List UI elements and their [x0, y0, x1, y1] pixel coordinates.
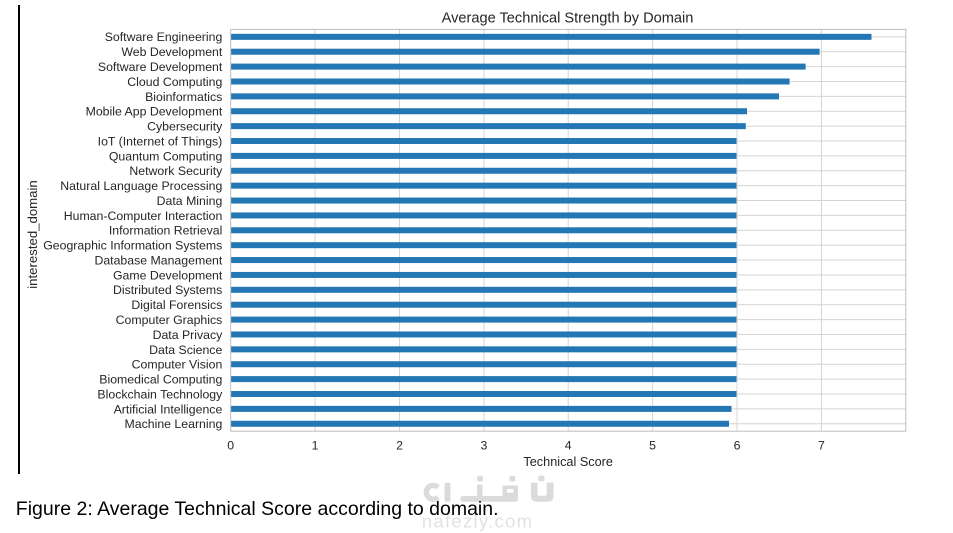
svg-text:1: 1 — [312, 439, 319, 453]
svg-text:Natural Language Processing: Natural Language Processing — [60, 179, 222, 193]
svg-text:3: 3 — [480, 439, 487, 453]
svg-text:Computer Graphics: Computer Graphics — [116, 313, 223, 327]
svg-text:6: 6 — [734, 439, 741, 453]
svg-text:interested_domain: interested_domain — [25, 180, 40, 289]
svg-text:IoT (Internet of Things): IoT (Internet of Things) — [98, 134, 223, 148]
svg-text:Cloud Computing: Cloud Computing — [127, 75, 222, 89]
svg-text:Bioinformatics: Bioinformatics — [145, 90, 222, 104]
svg-text:Machine Learning: Machine Learning — [125, 417, 223, 431]
svg-text:Database Management: Database Management — [94, 253, 222, 267]
svg-text:5: 5 — [649, 439, 656, 453]
svg-text:nafezly.com: nafezly.com — [422, 511, 534, 532]
svg-text:Cybersecurity: Cybersecurity — [147, 120, 223, 134]
svg-text:Web Development: Web Development — [121, 45, 223, 59]
svg-text:Biomedical Computing: Biomedical Computing — [99, 373, 222, 387]
svg-text:Data Science: Data Science — [149, 343, 222, 357]
svg-text:0: 0 — [227, 439, 234, 453]
svg-text:Distributed Systems: Distributed Systems — [113, 283, 222, 297]
svg-text:Information Retrieval: Information Retrieval — [109, 224, 222, 238]
svg-text:7: 7 — [818, 439, 825, 453]
svg-text:Software Engineering: Software Engineering — [105, 30, 223, 44]
svg-text:Data Privacy: Data Privacy — [153, 328, 224, 342]
svg-text:Blockchain Technology: Blockchain Technology — [97, 387, 223, 401]
svg-text:Artificial Intelligence: Artificial Intelligence — [114, 402, 223, 416]
svg-text:Digital Forensics: Digital Forensics — [131, 298, 222, 312]
svg-text:Mobile App Development: Mobile App Development — [86, 105, 223, 119]
svg-text:Computer Vision: Computer Vision — [132, 358, 223, 372]
svg-text:4: 4 — [565, 439, 572, 453]
svg-text:Game Development: Game Development — [113, 268, 223, 282]
svg-text:2: 2 — [396, 439, 403, 453]
svg-text:Software Development: Software Development — [98, 60, 223, 74]
svg-text:Quantum Computing: Quantum Computing — [109, 149, 223, 163]
svg-text:Average Technical Strength by: Average Technical Strength by Domain — [442, 10, 694, 26]
svg-text:Network Security: Network Security — [129, 164, 223, 178]
svg-text:Technical Score: Technical Score — [523, 455, 613, 469]
svg-text:Figure 2: Average Technical Sc: Figure 2: Average Technical Score accord… — [16, 498, 499, 520]
svg-text:Geographic Information Systems: Geographic Information Systems — [43, 239, 222, 253]
svg-text:Data Mining: Data Mining — [157, 194, 223, 208]
svg-text:Human-Computer Interaction: Human-Computer Interaction — [64, 209, 223, 223]
